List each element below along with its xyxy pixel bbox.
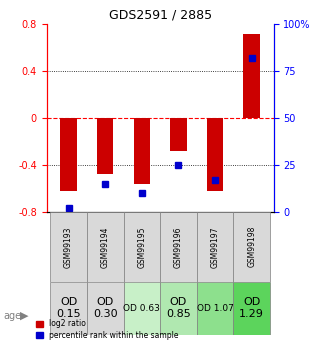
FancyBboxPatch shape <box>87 282 123 335</box>
Text: GSM99194: GSM99194 <box>101 226 110 267</box>
Text: OD
0.30: OD 0.30 <box>93 297 118 319</box>
Text: GSM99195: GSM99195 <box>137 226 146 267</box>
Text: OD
1.29: OD 1.29 <box>239 297 264 319</box>
Text: age: age <box>3 311 21 321</box>
Text: OD 0.63: OD 0.63 <box>123 304 160 313</box>
FancyBboxPatch shape <box>197 282 233 335</box>
FancyBboxPatch shape <box>123 211 160 282</box>
FancyBboxPatch shape <box>233 282 270 335</box>
FancyBboxPatch shape <box>87 211 123 282</box>
FancyBboxPatch shape <box>160 211 197 282</box>
Bar <box>97 118 114 174</box>
Text: GSM99196: GSM99196 <box>174 226 183 267</box>
Bar <box>244 33 260 118</box>
Legend: log2 ratio, percentile rank within the sample: log2 ratio, percentile rank within the s… <box>35 318 180 341</box>
Text: OD
0.85: OD 0.85 <box>166 297 191 319</box>
Text: OD 1.07: OD 1.07 <box>197 304 234 313</box>
FancyBboxPatch shape <box>123 282 160 335</box>
Bar <box>134 118 150 184</box>
Bar <box>207 118 223 190</box>
FancyBboxPatch shape <box>160 282 197 335</box>
Bar <box>60 118 77 190</box>
Text: ▶: ▶ <box>20 311 29 321</box>
Text: GSM99197: GSM99197 <box>211 226 220 267</box>
FancyBboxPatch shape <box>50 282 87 335</box>
Text: GSM99193: GSM99193 <box>64 226 73 267</box>
Text: OD
0.15: OD 0.15 <box>56 297 81 319</box>
FancyBboxPatch shape <box>197 211 233 282</box>
FancyBboxPatch shape <box>50 211 87 282</box>
Bar <box>170 118 187 151</box>
Title: GDS2591 / 2885: GDS2591 / 2885 <box>109 9 212 22</box>
Text: GSM99198: GSM99198 <box>247 226 256 267</box>
FancyBboxPatch shape <box>233 211 270 282</box>
